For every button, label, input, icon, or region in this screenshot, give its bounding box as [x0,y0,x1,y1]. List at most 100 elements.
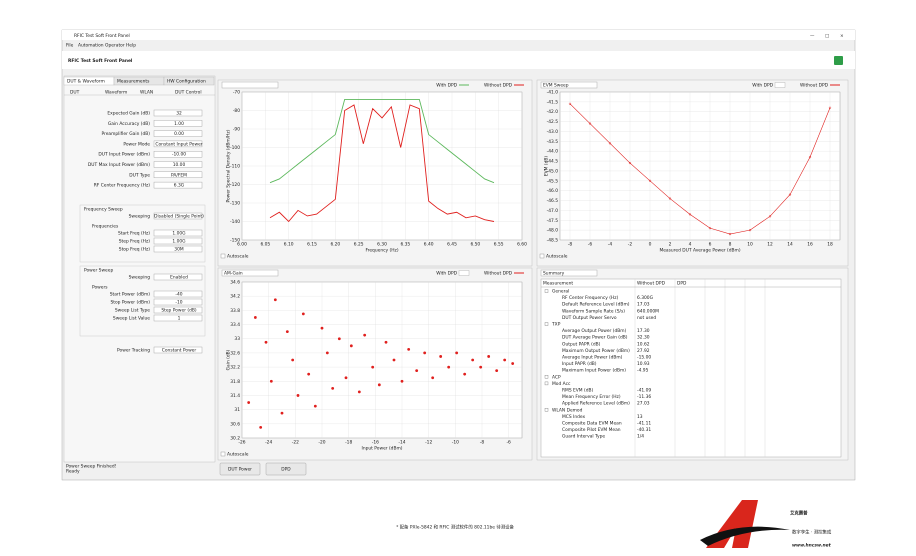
window-control[interactable]: — [810,34,815,39]
plot-area [559,91,841,241]
scatter-point [313,404,317,408]
field-value[interactable]: 0.00 [174,131,184,137]
field-value[interactable]: 1 [178,316,181,322]
field-label: DUT Input Power (dBm) [98,152,150,158]
tab-label[interactable]: DUT & Waveform [67,79,105,85]
header-title: RFIC Test Soft Front Panel [68,58,133,64]
y-tick-label: -45.0 [547,168,559,174]
button-label[interactable]: DUT Power [228,467,252,473]
field-value[interactable]: 1.00G [172,239,186,245]
summary-title[interactable]: Summary [543,271,565,277]
y-tick-label: 34.2 [230,294,240,300]
x-tick-label: 6.20 [330,242,340,248]
field-label: DUT Max Input Power (dBm) [88,162,150,168]
scatter-point [447,365,451,369]
scatter-point [415,369,419,373]
tab-label[interactable]: Measurements [117,79,150,85]
field-box [153,273,203,281]
y-tick-label: -48.5 [547,238,559,244]
menu-item[interactable]: Automation [78,43,104,49]
window-control[interactable]: × [840,33,844,39]
scatter-point [487,355,491,358]
field-value[interactable]: PA/FEM [171,172,187,178]
subtab-label[interactable]: Waveform [105,90,127,96]
x-tick-label: 18 [827,242,833,248]
scatter-point [320,326,324,330]
y-tick-label: -43.0 [547,129,559,135]
field-value[interactable]: Constant Input Power [155,141,202,147]
scatter-point [301,312,305,316]
scatter-point [269,379,273,383]
autoscale-label[interactable]: Autoscale [227,452,249,458]
button [219,462,261,476]
field-value[interactable]: 32 [176,111,182,117]
autoscale-label[interactable]: Autoscale [227,254,249,260]
field-value[interactable]: -40 [175,292,182,298]
field-value[interactable]: 10.00 [173,162,186,168]
table-cell: Average Input Power (dBm) [562,355,623,361]
table-cell: 10.93 [637,361,650,367]
y-tick-label: 32.2 [230,365,240,371]
field-box [153,181,203,189]
x-tick-label: -14 [398,440,405,446]
subtab-label[interactable]: DUT [70,90,80,96]
y-tick-label: -42.0 [547,109,559,115]
menu-item[interactable]: Operator [105,43,125,49]
field-box [153,314,203,322]
title-bar [62,30,855,40]
field-value[interactable]: Disabled (Single Point) [154,214,204,220]
header-bar [62,51,855,69]
field-box [153,130,203,137]
x-tick-label: 4 [689,242,692,248]
scatter-point [431,376,435,380]
field-value[interactable]: 30M [174,247,184,253]
field-label: Sweeping [129,214,151,220]
app-icon [834,56,843,65]
field-value[interactable]: Step Power (dB) [161,308,197,314]
button-label[interactable]: DPD [281,467,291,473]
subtab-label[interactable]: WLAN [140,90,153,96]
chart-selector-label[interactable]: AM-Gain [224,271,243,277]
field-value[interactable]: -10 [175,300,182,306]
y-tick-label: 30.2 [230,436,240,442]
scatter-point [259,425,263,429]
menu-item[interactable]: File [66,43,74,49]
chart-selector-label[interactable]: EVM Sweep [543,83,569,89]
scatter-point [253,316,257,319]
field-value[interactable]: 1.00 [174,121,184,127]
scatter-point [371,365,375,369]
left-panel [63,75,216,463]
field-value[interactable]: 6.3G [174,183,185,189]
autoscale-checkbox [220,253,226,259]
window-control[interactable]: □ [825,34,829,39]
x-tick-label: 6.05 [260,242,270,248]
y-tick-label: -90 [233,127,240,133]
y-tick-label: 31.8 [230,379,240,385]
table-header: DPD [677,281,687,287]
x-tick-label: -8 [568,242,573,248]
field-value[interactable]: 1.00G [172,231,186,237]
table-cell: Composite Data EVM Mean [562,421,622,427]
x-tick-label: 14 [787,242,793,248]
field-value[interactable]: Enabled [170,275,188,281]
tab-label[interactable]: HW Configuration [167,79,206,85]
table-cell: -41.11 [637,421,651,427]
chart-selector [540,269,598,277]
logo-swoosh [700,526,790,546]
y-tick-label: -140 [230,219,240,225]
plot-area [241,281,523,439]
field-value[interactable]: -10.00 [172,152,186,158]
menu-item[interactable]: Help [126,43,136,49]
field-value[interactable]: Constant Power [162,348,197,354]
scatter-point [296,394,300,397]
autoscale-label[interactable]: Autoscale [546,254,568,260]
subtab-label[interactable]: DUT Control [175,90,202,96]
field-box [153,229,203,237]
field-label: Start Power (dBm) [110,292,151,298]
x-tick-label: -2 [628,242,633,248]
y-tick-label: -47.5 [547,218,559,224]
x-tick-label: 6.00 [237,242,247,248]
x-tick-label: 6.55 [494,242,504,248]
scatter-point [495,369,499,373]
